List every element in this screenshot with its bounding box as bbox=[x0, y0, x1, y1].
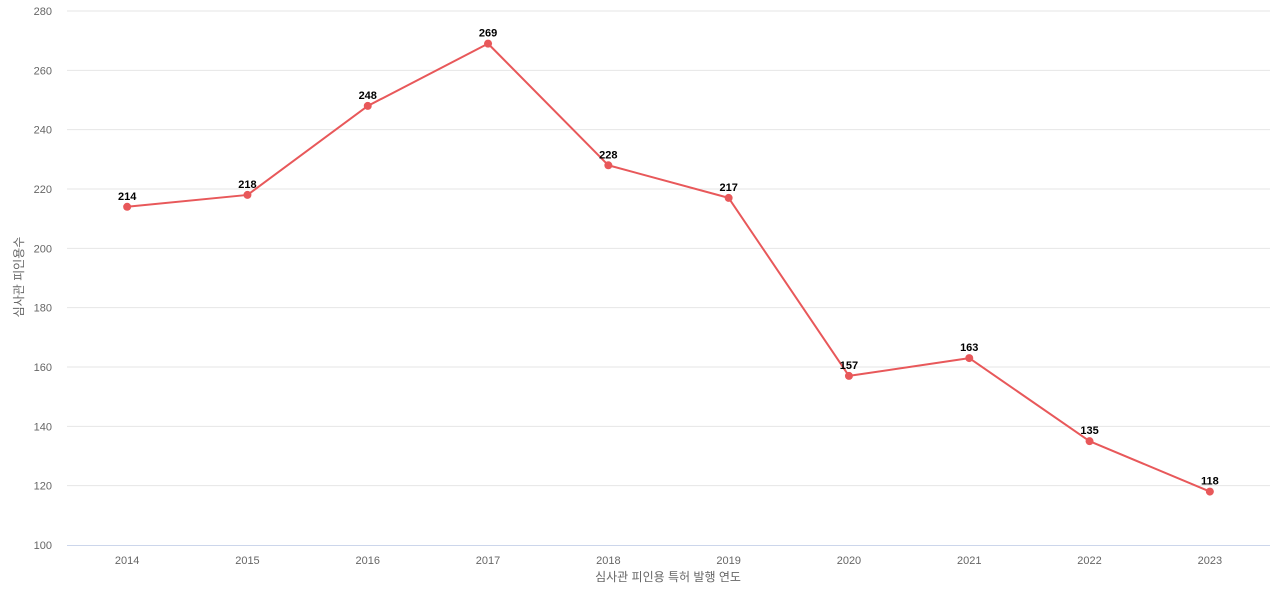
data-point-2020[interactable] bbox=[844, 371, 853, 380]
series-line-0 bbox=[126, 42, 1211, 493]
x-axis-ticks: 2014 2015 2016 2017 2018 2019 2020 2021 2022 2023 bbox=[115, 555, 1222, 567]
x-tick-label-2023: 2023 bbox=[1198, 555, 1222, 567]
data-label-2015: 218 bbox=[238, 179, 256, 191]
x-tick-label-2014: 2014 bbox=[115, 555, 139, 567]
y-tick-label-200: 200 bbox=[34, 243, 52, 255]
data-point-2021[interactable] bbox=[965, 354, 974, 363]
x-tick-label-2018: 2018 bbox=[596, 555, 620, 567]
data-point-2019[interactable] bbox=[724, 193, 733, 202]
data-label-2021: 163 bbox=[960, 342, 978, 354]
x-tick-label-2016: 2016 bbox=[356, 555, 380, 567]
data-point-2015[interactable] bbox=[243, 190, 252, 199]
data-point-2017[interactable] bbox=[484, 39, 493, 48]
y-tick-label-220: 220 bbox=[34, 184, 52, 196]
x-tick-label-2019: 2019 bbox=[716, 555, 740, 567]
series-layer bbox=[123, 39, 1214, 496]
data-point-2014[interactable] bbox=[123, 202, 132, 211]
y-tick-label-120: 120 bbox=[34, 481, 52, 493]
x-tick-label-2015: 2015 bbox=[235, 555, 259, 567]
data-point-2018[interactable] bbox=[604, 161, 613, 170]
y-tick-label-280: 280 bbox=[34, 6, 52, 18]
y-tick-label-100: 100 bbox=[34, 540, 52, 552]
x-tick-label-2020: 2020 bbox=[837, 555, 861, 567]
y-axis-title: 심사관 피인용수 bbox=[12, 237, 26, 318]
x-tick-label-2017: 2017 bbox=[476, 555, 500, 567]
data-labels: 214 218 248 269 228 217 157 163 135 118 bbox=[118, 28, 1219, 488]
y-tick-label-260: 260 bbox=[34, 65, 52, 77]
data-label-2017: 269 bbox=[479, 28, 497, 40]
data-point-2016[interactable] bbox=[363, 101, 372, 110]
data-label-2016: 248 bbox=[359, 90, 377, 102]
x-tick-label-2021: 2021 bbox=[957, 555, 981, 567]
x-axis-title: 심사관 피인용 특허 발행 연도 bbox=[595, 569, 741, 584]
x-tick-label-2022: 2022 bbox=[1077, 555, 1101, 567]
data-point-2022[interactable] bbox=[1085, 437, 1094, 446]
data-label-2020: 157 bbox=[840, 360, 858, 372]
data-label-2018: 228 bbox=[599, 149, 617, 161]
y-tick-label-180: 180 bbox=[34, 303, 52, 315]
data-label-2022: 135 bbox=[1080, 425, 1098, 437]
y-tick-label-240: 240 bbox=[34, 125, 52, 137]
data-label-2023: 118 bbox=[1201, 476, 1219, 488]
data-label-2019: 217 bbox=[719, 182, 737, 194]
y-axis-ticks: 100 120 140 160 180 200 220 240 260 280 bbox=[34, 6, 52, 552]
y-tick-label-140: 140 bbox=[34, 421, 52, 433]
grid-lines bbox=[67, 10, 1270, 487]
data-label-2014: 214 bbox=[118, 191, 137, 203]
data-point-2023[interactable] bbox=[1205, 487, 1214, 496]
y-tick-label-160: 160 bbox=[34, 362, 52, 374]
